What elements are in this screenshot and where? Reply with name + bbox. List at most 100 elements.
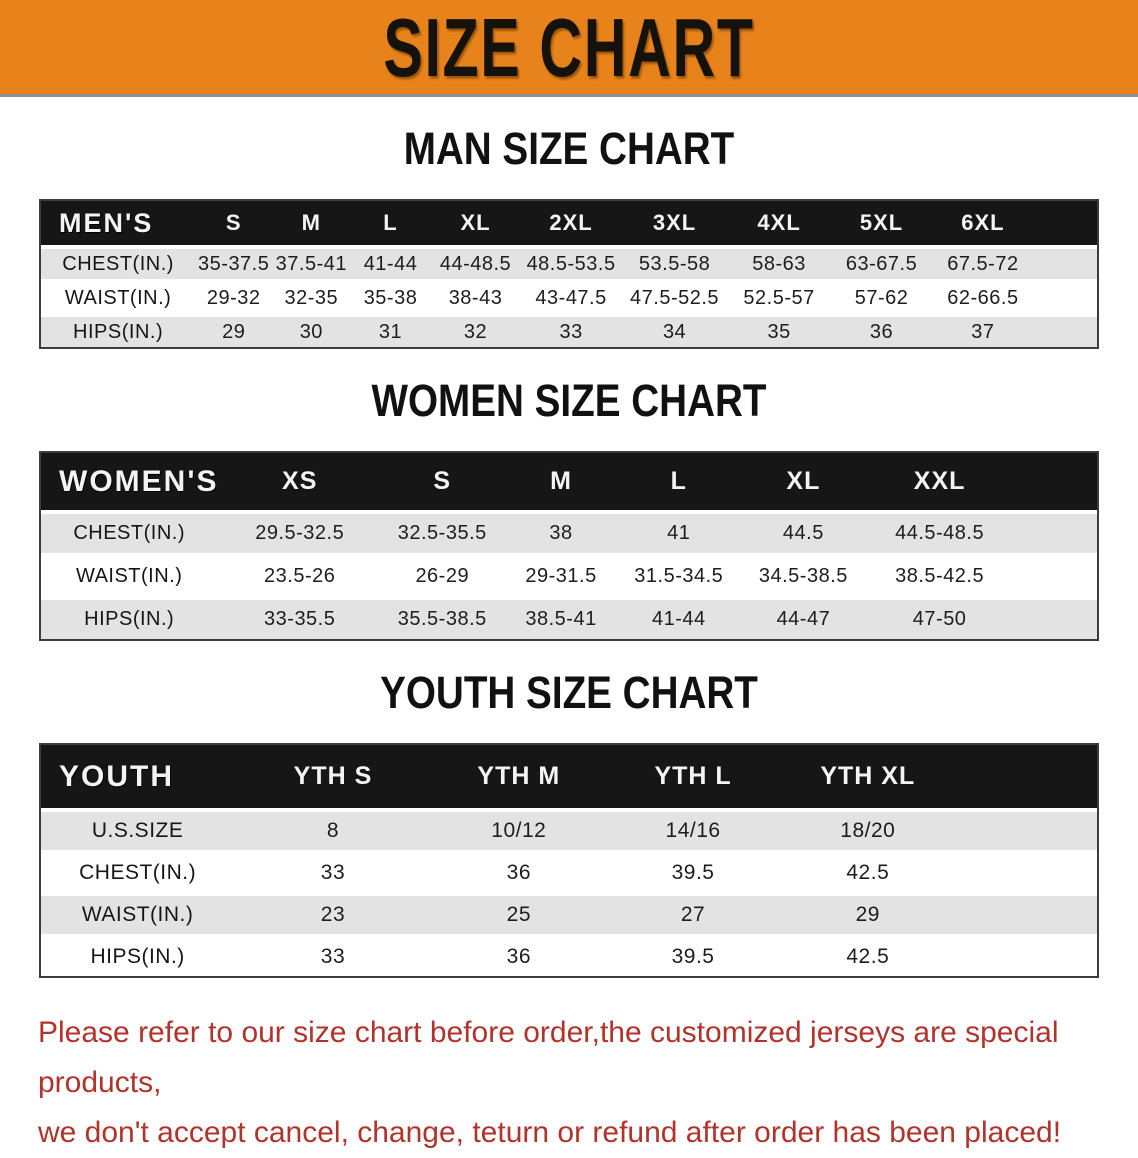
size-value: 62-66.5	[947, 286, 1019, 309]
size-value: 32-35	[284, 286, 339, 309]
size-value: 38-43	[448, 286, 503, 309]
size-column-header: M	[550, 467, 572, 495]
size-column-header: 4XL	[757, 210, 801, 235]
size-value: 38.5-42.5	[895, 565, 985, 587]
table-row: HIPS(IN.) 33 36 39.5 42.5	[41, 934, 1097, 976]
size-value: 26-29	[415, 565, 470, 587]
size-value: 52.5-57	[743, 286, 815, 309]
row-label: CHEST(IN.)	[73, 522, 185, 544]
size-value: 8	[326, 819, 340, 842]
size-value: 38	[549, 522, 573, 544]
size-value: 32.5-35.5	[397, 522, 487, 544]
disclaimer: Please refer to our size chart before or…	[38, 1008, 1138, 1158]
size-column-header: XL	[460, 210, 491, 235]
size-value: 36	[506, 945, 531, 968]
size-column-header: 2XL	[549, 210, 593, 235]
size-value: 31.5-34.5	[634, 565, 724, 587]
size-value: 29-31.5	[525, 565, 597, 587]
size-value: 25	[506, 903, 531, 926]
size-column-header: YTH S	[293, 762, 373, 790]
section-men: MAN SIZE CHART MEN'S S M L XL 2XL 3XL 4XL 5XL 6XL C…	[0, 123, 1138, 349]
size-value: 37.5-41	[275, 252, 347, 275]
size-column-header: S	[433, 467, 452, 495]
size-table-men: MEN'S S M L XL 2XL 3XL 4XL 5XL 6XL CHEST(IN.) 35-37…	[39, 199, 1099, 349]
row-label: CHEST(IN.)	[62, 252, 174, 275]
size-column-header: YTH L	[654, 762, 732, 790]
section-women: WOMEN SIZE CHART WOMEN'S XS S M L XL XXL CHEST(I…	[0, 375, 1138, 641]
section-youth: YOUTH SIZE CHART YOUTH YTH S YTH M YTH L YTH …	[0, 667, 1138, 978]
size-value: 57-62	[854, 286, 909, 309]
row-label: HIPS(IN.)	[90, 945, 185, 968]
table-row: U.S.SIZE 8 10/12 14/16 18/20	[41, 808, 1097, 850]
banner-title: SIZE CHART	[383, 0, 755, 94]
section-heading-women: WOMEN SIZE CHART	[371, 375, 767, 426]
size-value: 47-50	[912, 608, 967, 630]
size-value: 48.5-53.5	[526, 252, 616, 275]
size-column-header: XL	[786, 467, 821, 495]
size-table-youth: YOUTH YTH S YTH M YTH L YTH XL U.S.SIZE 8 10/12…	[39, 743, 1099, 978]
size-value: 33-35.5	[264, 608, 336, 630]
size-column-header: L	[670, 467, 687, 495]
table-header-row: YOUTH YTH S YTH M YTH L YTH XL	[41, 745, 1097, 808]
size-column-header: L	[383, 210, 398, 235]
table-row: CHEST(IN.) 35-37.5 37.5-41 41-44 44-48.5 48.5…	[41, 245, 1097, 279]
table-row: WAIST(IN.) 29-32 32-35 35-38 38-43 43-47.5 47.…	[41, 279, 1097, 313]
size-value: 35	[767, 320, 791, 343]
size-value: 18/20	[840, 819, 896, 842]
size-value: 34	[662, 320, 687, 343]
row-label: CHEST(IN.)	[79, 861, 197, 884]
size-value: 29-32	[206, 286, 261, 309]
table-title: WOMEN'S	[59, 464, 219, 498]
size-value: 41-44	[651, 608, 706, 630]
table-row: CHEST(IN.) 29.5-32.5 32.5-35.5 38 41 44.5 44.5…	[41, 510, 1097, 553]
table-title: YOUTH	[59, 759, 174, 793]
size-column-header: XS	[282, 467, 318, 495]
size-value: 63-67.5	[845, 252, 918, 275]
size-value: 53.5-58	[638, 252, 711, 275]
size-value: 33	[320, 861, 346, 884]
size-value: 36	[869, 320, 894, 343]
size-value: 58-63	[752, 252, 806, 275]
sections: MAN SIZE CHART MEN'S S M L XL 2XL 3XL 4XL 5XL 6XL C…	[0, 123, 1138, 978]
size-value: 10/12	[491, 819, 547, 842]
size-value: 29	[222, 320, 246, 343]
row-label: HIPS(IN.)	[73, 320, 164, 343]
size-value: 29	[855, 903, 880, 926]
table-row: HIPS(IN.) 29 30 31 32 33 34 35 36 37	[41, 313, 1097, 347]
size-value: 35-37.5	[198, 252, 270, 275]
size-value: 30	[299, 320, 323, 343]
size-column-header: M	[301, 210, 321, 235]
size-column-header: 6XL	[961, 210, 1005, 235]
row-label: WAIST(IN.)	[81, 903, 194, 926]
table-header-row: WOMEN'S XS S M L XL XXL	[41, 453, 1097, 510]
size-column-header: S	[225, 210, 242, 235]
size-value: 29.5-32.5	[255, 522, 345, 544]
table-header-row: MEN'S S M L XL 2XL 3XL 4XL 5XL 6XL	[41, 201, 1097, 245]
size-value: 27	[680, 903, 706, 926]
size-value: 41	[667, 522, 691, 544]
table-row: HIPS(IN.) 33-35.5 35.5-38.5 38.5-41 41-44 44-…	[41, 596, 1097, 639]
size-value: 23.5-26	[264, 565, 336, 587]
size-column-header: YTH M	[477, 762, 561, 790]
size-value: 34.5-38.5	[758, 565, 848, 587]
size-column-header: XXL	[913, 467, 966, 495]
size-value: 42.5	[846, 861, 890, 884]
size-value: 39.5	[671, 945, 715, 968]
size-column-header: YTH XL	[820, 762, 916, 790]
size-value: 36	[506, 861, 531, 884]
row-label: WAIST(IN.)	[64, 286, 172, 309]
size-column-header: 3XL	[652, 210, 697, 235]
row-label: U.S.SIZE	[91, 819, 184, 842]
disclaimer-line-2: we don't accept cancel, change, teturn o…	[38, 1116, 1062, 1149]
size-value: 44-47	[776, 608, 831, 630]
section-heading-men: MAN SIZE CHART	[403, 123, 735, 174]
size-value: 14/16	[665, 819, 721, 842]
size-column-header: 5XL	[859, 210, 904, 235]
section-heading-youth: YOUTH SIZE CHART	[380, 667, 758, 718]
size-value: 41-44	[363, 252, 418, 275]
table-title: MEN'S	[59, 207, 154, 238]
size-value: 35-38	[363, 286, 418, 309]
size-value: 44.5-48.5	[895, 522, 985, 544]
size-value: 44-48.5	[439, 252, 512, 275]
table-row: WAIST(IN.) 23 25 27 29	[41, 892, 1097, 934]
